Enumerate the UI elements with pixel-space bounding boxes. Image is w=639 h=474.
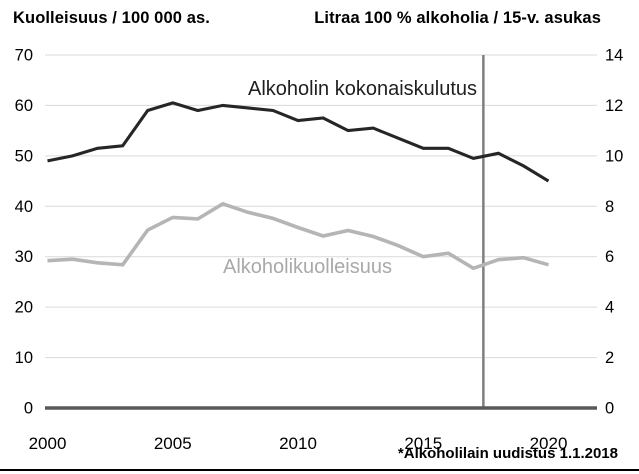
right-axis-tick-label: 4 <box>605 299 614 317</box>
mortality-line <box>47 201 549 271</box>
right-axis-tick-label: 10 <box>605 147 623 165</box>
left-axis-title: Kuolleisuus / 100 000 as. <box>13 9 210 27</box>
left-axis-tick-label: 50 <box>15 147 33 165</box>
left-axis-tick-label: 70 <box>15 47 33 65</box>
series-label-alcohol-mortality: Alkoholikuolleisuus <box>223 256 392 278</box>
x-axis-tick-label: 2015 <box>404 434 442 453</box>
right-axis-title: Litraa 100 % alkoholia / 15-v. asukas <box>314 9 601 27</box>
left-axis-tick-label: 20 <box>15 299 33 317</box>
left-axis-tick-label: 40 <box>15 198 33 216</box>
law-reform-annotation: *Alkoholilain uudistus 1.1.2018 <box>397 445 618 462</box>
right-axis-tick-label: 14 <box>605 47 623 65</box>
left-axis-tick-label: 10 <box>15 349 33 367</box>
consumption-line <box>47 101 550 183</box>
right-axis-tick-label: 8 <box>605 198 614 216</box>
right-axis-tick-label: 12 <box>605 97 623 115</box>
right-axis-tick-label: 0 <box>605 400 614 418</box>
x-axis-tick-label: 2020 <box>530 434 568 453</box>
right-axis-tick-label: 6 <box>605 248 614 266</box>
series-label-total-consumption: Alkoholin kokonaiskulutus <box>248 78 478 100</box>
x-axis-tick-label: 2005 <box>154 434 192 453</box>
left-axis-tick-label: 0 <box>24 400 33 418</box>
x-axis-tick-label: 2010 <box>279 434 317 453</box>
right-axis-tick-label: 2 <box>605 349 614 367</box>
x-axis-tick-label: 2000 <box>29 434 67 453</box>
bottom-border-line <box>0 469 639 471</box>
left-axis-tick-label: 60 <box>15 97 33 115</box>
left-axis-tick-label: 30 <box>15 248 33 266</box>
